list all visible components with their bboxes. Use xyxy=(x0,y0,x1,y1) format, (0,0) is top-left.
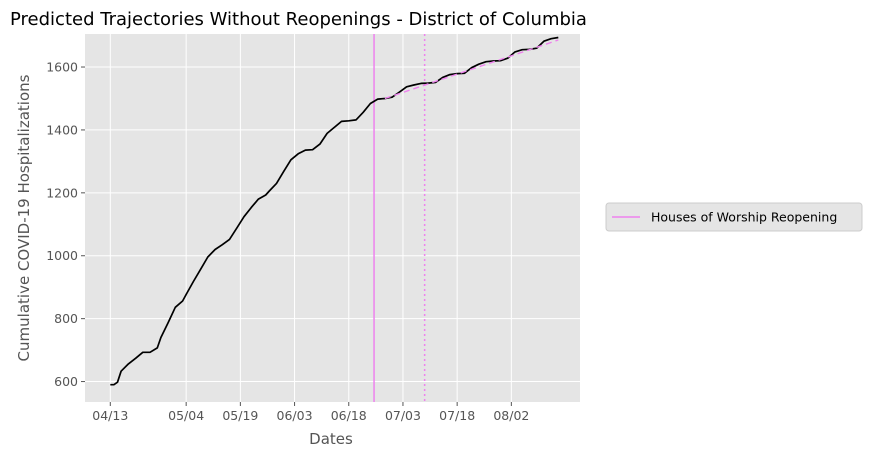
x-tick-label: 05/19 xyxy=(222,408,258,423)
x-axis: 04/13 05/04 05/19 06/03 06/18 07/03 07/18 08/02 xyxy=(92,402,529,423)
y-tick-label: 1200 xyxy=(46,185,78,200)
y-tick-label: 800 xyxy=(54,311,78,326)
x-tick-label: 08/02 xyxy=(493,408,529,423)
y-axis-label: Cumulative COVID-19 Hospitalizations xyxy=(15,74,33,361)
legend: Houses of Worship Reopening xyxy=(605,202,863,232)
y-tick-label: 1400 xyxy=(46,122,78,137)
x-tick-label: 06/18 xyxy=(331,408,367,423)
x-tick-label: 04/13 xyxy=(92,408,128,423)
plot-area xyxy=(85,34,580,402)
series-line-predicted xyxy=(384,39,559,100)
legend-label-houses-of-worship: Houses of Worship Reopening xyxy=(651,210,837,225)
y-axis: 600 800 1000 1200 1400 1600 xyxy=(46,60,85,389)
legend-box xyxy=(605,202,863,232)
x-tick-label: 07/03 xyxy=(385,408,421,423)
series-line-observed xyxy=(110,36,559,386)
series-lines xyxy=(110,36,559,386)
x-axis-label: Dates xyxy=(309,430,353,448)
x-tick-label: 06/03 xyxy=(277,408,313,423)
y-tick-label: 1600 xyxy=(46,60,78,75)
reopening-lines xyxy=(373,34,426,402)
x-tick-label: 07/18 xyxy=(439,408,475,423)
y-tick-label: 600 xyxy=(54,374,78,389)
x-tick-label: 05/04 xyxy=(168,408,204,423)
y-tick-label: 1000 xyxy=(46,248,78,263)
chart-title: Predicted Trajectories Without Reopening… xyxy=(10,9,587,30)
